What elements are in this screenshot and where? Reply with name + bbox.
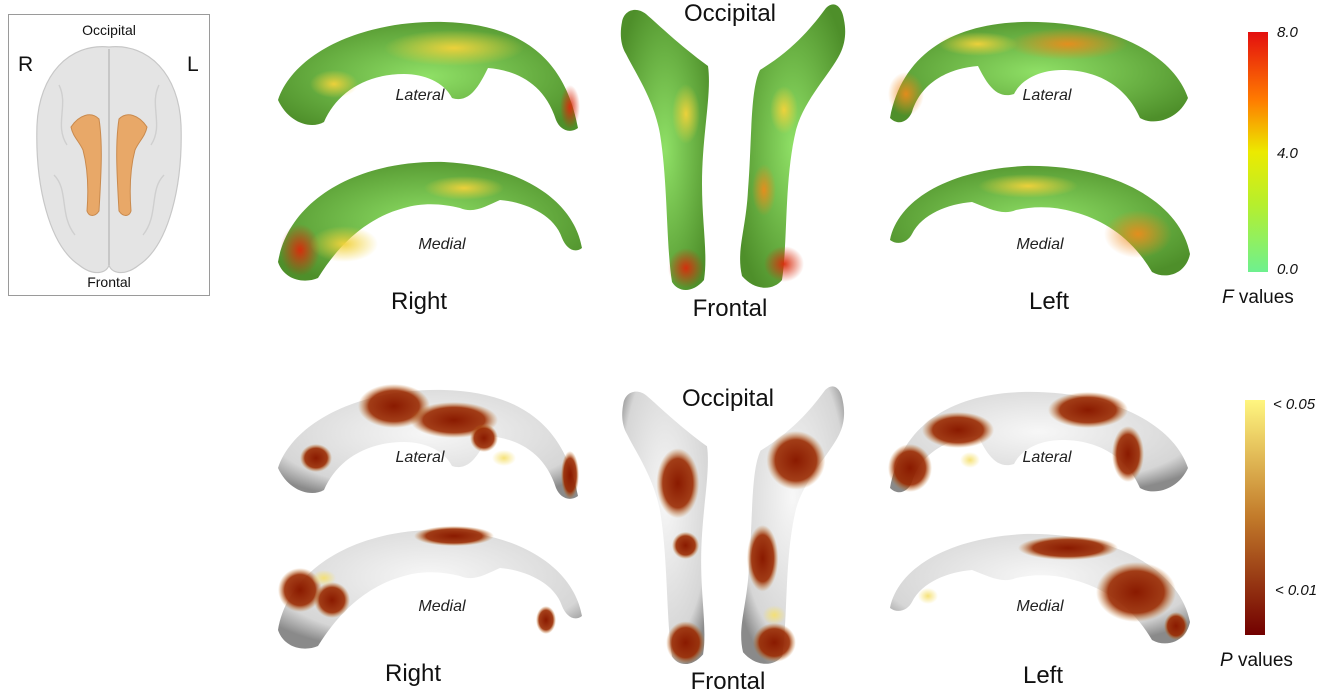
left-lateral-p-surface — [888, 391, 1188, 493]
right-hemisphere-label: Right — [390, 288, 448, 315]
p-scale-bottom: < 0.01 — [1275, 582, 1318, 599]
right-medial-label: Medial — [418, 236, 466, 253]
right-hemisphere-p-label: Right — [384, 660, 442, 687]
left-hemisphere-label: Left — [1028, 288, 1070, 315]
left-medial-p-label: Medial — [1016, 598, 1064, 615]
p-scale-variable: P — [1220, 650, 1233, 671]
f-scale-mid: 4.0 — [1277, 145, 1298, 162]
right-lateral-p-surface — [278, 384, 579, 499]
inset-left-label: L — [187, 53, 199, 76]
f-scale-unit: values — [1233, 287, 1294, 308]
bottom-frontal-label: Frontal — [690, 668, 766, 695]
inset-right-label: R — [18, 53, 34, 76]
bottom-occipital-label: Occipital — [681, 385, 775, 412]
right-lateral-f-surface — [278, 21, 580, 131]
superior-right-f-surface — [620, 9, 709, 291]
brain-orientation-inset: Occipital R L Frontal — [8, 14, 210, 296]
p-scale-top: < 0.05 — [1273, 396, 1316, 413]
p-scale-unit: values — [1232, 650, 1293, 671]
f-scale-max: 8.0 — [1277, 24, 1298, 41]
right-lateral-label: Lateral — [395, 87, 445, 104]
f-scale-variable: F — [1222, 287, 1234, 308]
superior-left-p-surface — [741, 386, 845, 664]
p-scale-title: P values — [1220, 650, 1293, 672]
inset-occipital-label: Occipital — [82, 22, 136, 38]
p-values-colorbar — [1245, 400, 1265, 635]
right-medial-p-label: Medial — [418, 598, 466, 615]
left-medial-p-surface — [890, 533, 1190, 644]
superior-right-p-surface — [622, 391, 708, 665]
left-medial-f-surface — [890, 165, 1190, 276]
f-values-colorbar — [1248, 32, 1268, 272]
left-medial-label: Medial — [1016, 236, 1064, 253]
left-lateral-p-label: Lateral — [1022, 449, 1072, 466]
top-occipital-label: Occipital — [683, 0, 777, 27]
right-medial-f-surface — [278, 161, 582, 281]
left-lateral-label: Lateral — [1022, 87, 1072, 104]
superior-left-f-surface — [740, 4, 846, 288]
left-hemisphere-p-label: Left — [1022, 662, 1064, 689]
left-lateral-f-surface — [888, 21, 1188, 123]
inset-frontal-label: Frontal — [87, 274, 131, 290]
f-scale-title: F values — [1222, 287, 1294, 309]
top-frontal-label: Frontal — [692, 295, 768, 322]
glass-brain-image — [36, 46, 182, 274]
right-medial-p-surface — [278, 526, 582, 649]
right-lateral-p-label: Lateral — [395, 449, 445, 466]
f-scale-min: 0.0 — [1277, 261, 1298, 278]
